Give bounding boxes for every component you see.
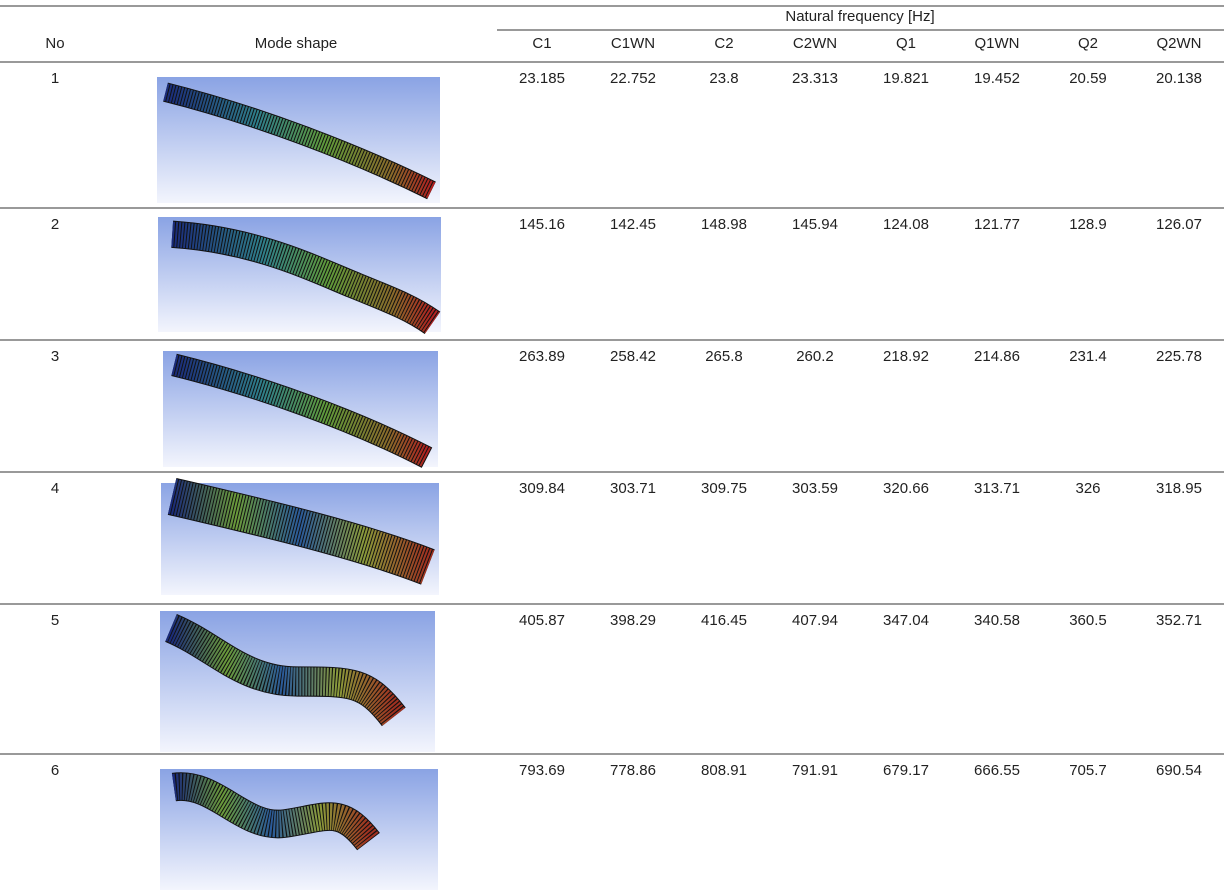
cell-value: 303.71 bbox=[610, 480, 656, 497]
column-header: C1 bbox=[532, 35, 551, 52]
cell-value: 19.452 bbox=[974, 70, 1020, 87]
cell-value: 416.45 bbox=[701, 612, 747, 629]
cell-value: 347.04 bbox=[883, 612, 929, 629]
column-header: Q1 bbox=[896, 35, 916, 52]
cell-value: 303.59 bbox=[792, 480, 838, 497]
cell-value: 309.75 bbox=[701, 480, 747, 497]
cell-value: 690.54 bbox=[1156, 762, 1202, 779]
cell-value: 145.94 bbox=[792, 216, 838, 233]
header-no: No bbox=[45, 35, 64, 52]
cell-value: 313.71 bbox=[974, 480, 1020, 497]
cell-value: 320.66 bbox=[883, 480, 929, 497]
cell-value: 22.752 bbox=[610, 70, 656, 87]
cell-value: 218.92 bbox=[883, 348, 929, 365]
cell-value: 352.71 bbox=[1156, 612, 1202, 629]
cell-value: 679.17 bbox=[883, 762, 929, 779]
cell-value: 407.94 bbox=[792, 612, 838, 629]
cell-value: 360.5 bbox=[1069, 612, 1107, 629]
cell-value: 258.42 bbox=[610, 348, 656, 365]
cell-value: 265.8 bbox=[705, 348, 743, 365]
cell-value: 23.185 bbox=[519, 70, 565, 87]
row-no: 5 bbox=[51, 612, 59, 629]
cell-value: 128.9 bbox=[1069, 216, 1107, 233]
row-no: 4 bbox=[51, 480, 59, 497]
cell-value: 309.84 bbox=[519, 480, 565, 497]
row-no: 6 bbox=[51, 762, 59, 779]
cell-value: 126.07 bbox=[1156, 216, 1202, 233]
column-header: C2 bbox=[714, 35, 733, 52]
cell-value: 124.08 bbox=[883, 216, 929, 233]
column-header: C1WN bbox=[611, 35, 655, 52]
cell-value: 808.91 bbox=[701, 762, 747, 779]
header-mode-shape: Mode shape bbox=[255, 35, 338, 52]
cell-value: 793.69 bbox=[519, 762, 565, 779]
cell-value: 23.313 bbox=[792, 70, 838, 87]
mode-shape-beam bbox=[165, 614, 405, 726]
cell-value: 260.2 bbox=[796, 348, 834, 365]
cell-value: 148.98 bbox=[701, 216, 747, 233]
header-group: Natural frequency [Hz] bbox=[785, 8, 934, 25]
mode-shape-beam bbox=[172, 773, 380, 851]
cell-value: 214.86 bbox=[974, 348, 1020, 365]
mode-shape-beam bbox=[168, 478, 435, 584]
row-no: 3 bbox=[51, 348, 59, 365]
cell-value: 20.138 bbox=[1156, 70, 1202, 87]
mode-shape-beam bbox=[171, 354, 432, 467]
cell-value: 666.55 bbox=[974, 762, 1020, 779]
cell-value: 791.91 bbox=[792, 762, 838, 779]
cell-value: 121.77 bbox=[974, 216, 1020, 233]
cell-value: 340.58 bbox=[974, 612, 1020, 629]
cell-value: 231.4 bbox=[1069, 348, 1107, 365]
column-header: C2WN bbox=[793, 35, 837, 52]
cell-value: 705.7 bbox=[1069, 762, 1107, 779]
cell-value: 142.45 bbox=[610, 216, 656, 233]
cell-value: 405.87 bbox=[519, 612, 565, 629]
column-header: Q2 bbox=[1078, 35, 1098, 52]
row-no: 1 bbox=[51, 70, 59, 87]
cell-value: 20.59 bbox=[1069, 70, 1107, 87]
cell-value: 263.89 bbox=[519, 348, 565, 365]
cell-value: 145.16 bbox=[519, 216, 565, 233]
mode-shape-beam bbox=[171, 221, 440, 334]
cell-value: 23.8 bbox=[709, 70, 738, 87]
cell-value: 778.86 bbox=[610, 762, 656, 779]
mode-shape-beam bbox=[163, 83, 436, 199]
cell-value: 225.78 bbox=[1156, 348, 1202, 365]
row-no: 2 bbox=[51, 216, 59, 233]
cell-value: 326 bbox=[1075, 480, 1100, 497]
cell-value: 398.29 bbox=[610, 612, 656, 629]
cell-value: 19.821 bbox=[883, 70, 929, 87]
cell-value: 318.95 bbox=[1156, 480, 1202, 497]
column-header: Q2WN bbox=[1157, 35, 1202, 52]
column-header: Q1WN bbox=[975, 35, 1020, 52]
